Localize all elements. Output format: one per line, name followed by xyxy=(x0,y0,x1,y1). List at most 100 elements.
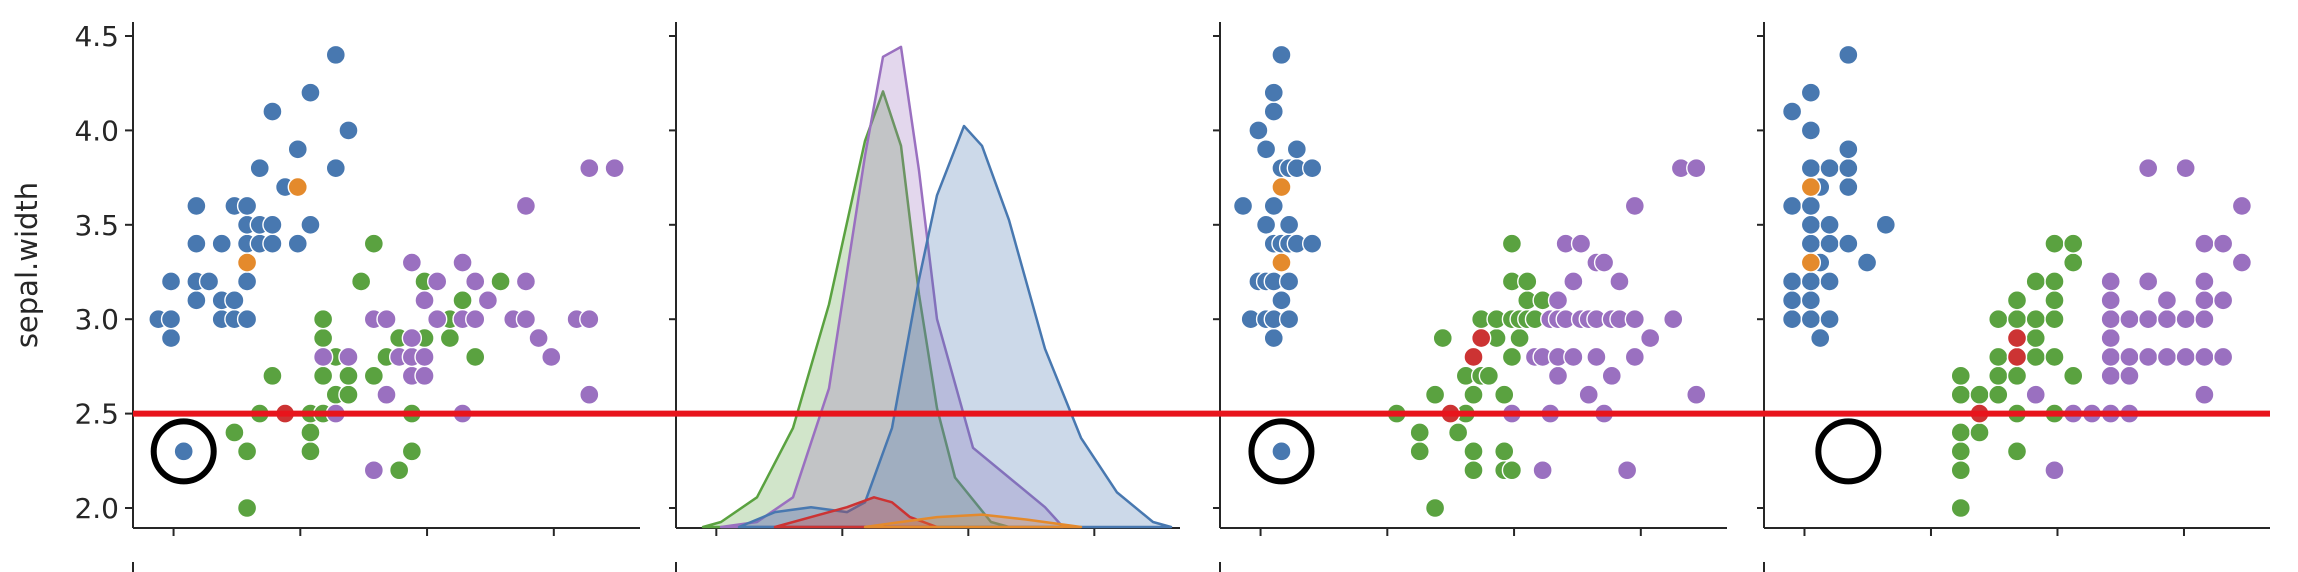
scatter-point-setosa xyxy=(1800,214,1822,236)
scatter-point-versicolor xyxy=(1950,384,1971,405)
panel-1 xyxy=(132,22,640,572)
y-tick-label: 2.5 xyxy=(74,398,119,431)
scatter-point-versicolor xyxy=(1501,460,1523,481)
scatter-point-versicolor xyxy=(1463,441,1484,462)
scatter-point-versicolor xyxy=(312,365,334,387)
scatter-point-versicolor xyxy=(1494,441,1515,462)
scatter-point-virginica xyxy=(414,290,435,311)
y-tick-label: 4.0 xyxy=(74,114,119,147)
kde-curve-orange xyxy=(863,513,1083,529)
scatter-point-setosa xyxy=(1286,139,1308,160)
scatter-point-setosa xyxy=(1819,309,1840,330)
scatter-point-virginica xyxy=(2194,233,2215,254)
scatter-point-setosa xyxy=(249,157,270,179)
scatter-point-setosa xyxy=(1838,157,1859,179)
scatter-point-virginica xyxy=(2194,271,2215,292)
y-tick-label: 2.0 xyxy=(74,492,119,525)
kde-curve-red xyxy=(773,496,939,529)
scatter-point-virginica xyxy=(2137,157,2159,179)
scatter-point-virginica xyxy=(1578,384,1599,405)
scatter-point-virginica xyxy=(2137,309,2159,330)
scatter-point-virginica xyxy=(2194,384,2215,405)
scatter-point-virginica xyxy=(1563,346,1584,368)
scatter-point-virginica xyxy=(477,290,499,311)
scatter-point-versicolor xyxy=(2044,271,2065,292)
scatter-point-setosa xyxy=(338,120,359,141)
scatter-point-versicolor xyxy=(1501,346,1523,368)
scatter-point-versicolor xyxy=(224,422,245,443)
scatter-point-virginica xyxy=(338,346,359,368)
scatter-point-setosa xyxy=(1838,176,1859,198)
scatter-point-virginica xyxy=(1563,271,1584,292)
scatter-point-setosa xyxy=(236,309,258,330)
scatter-point-virginica xyxy=(2119,365,2140,387)
scatter-point-setosa xyxy=(1819,214,1840,236)
scatter-point-virginica xyxy=(2100,290,2121,311)
scatter-point-setosa xyxy=(262,214,283,236)
scatter-point-setosa xyxy=(1781,271,1803,292)
scatter-point-setosa xyxy=(1278,214,1300,236)
scatter-point-setosa xyxy=(1301,157,1323,179)
scatter-point-versicolor xyxy=(2025,327,2046,349)
scatter-point-versicolor xyxy=(1969,422,1990,443)
scatter-point-versicolor xyxy=(1517,271,1538,292)
scatter-point-setosa xyxy=(160,309,182,330)
scatter-point-setosa xyxy=(1278,309,1300,330)
scatter-point-versicolor xyxy=(1988,346,2009,368)
scatter-point-virginica xyxy=(2156,309,2178,330)
y-tick-label: 3.0 xyxy=(74,303,119,336)
scatter-point-versicolor xyxy=(1969,384,1990,405)
scatter-point-setosa xyxy=(1875,214,1897,236)
scatter-point-versicolor xyxy=(1950,460,1971,481)
scatter-point-setosa xyxy=(1856,252,1878,273)
scatter-point-versicolor xyxy=(2044,233,2065,254)
scatter-point-virginica xyxy=(2175,346,2196,368)
scatter-point-versicolor xyxy=(1424,497,1446,519)
scatter-point-orange xyxy=(1271,176,1292,198)
scatter-point-setosa xyxy=(1800,82,1822,103)
scatter-point-versicolor xyxy=(2044,346,2065,368)
scatter-point-versicolor xyxy=(401,441,423,462)
scatter-point-setosa xyxy=(1810,327,1831,349)
scatter-point-virginica xyxy=(604,157,625,179)
scatter-point-setosa xyxy=(1271,290,1292,311)
scatter-point-setosa xyxy=(325,157,346,179)
scatter-point-virginica xyxy=(1639,327,1661,349)
scatter-point-setosa xyxy=(1232,195,1254,217)
scatter-point-setosa xyxy=(1781,101,1803,122)
scatter-point-red xyxy=(2006,346,2028,368)
scatter-point-virginica xyxy=(427,309,448,330)
scatter-point-versicolor xyxy=(1501,233,1523,254)
scatter-point-virginica xyxy=(2175,157,2196,179)
scatter-point-versicolor xyxy=(338,365,359,387)
scatter-point-setosa xyxy=(287,139,308,160)
scatter-point-virginica xyxy=(579,384,600,405)
scatter-point-virginica xyxy=(515,271,537,292)
scatter-point-virginica xyxy=(579,309,600,330)
scatter-point-setosa xyxy=(1800,309,1822,330)
scatter-point-virginica xyxy=(1586,346,1607,368)
scatter-point-virginica xyxy=(2231,252,2253,273)
scatter-point-setosa xyxy=(186,290,207,311)
scatter-point-versicolor xyxy=(262,365,283,387)
scatter-point-versicolor xyxy=(2006,309,2028,330)
scatter-point-virginica xyxy=(401,327,423,349)
scatter-point-virginica xyxy=(452,252,473,273)
scatter-point-setosa xyxy=(1800,120,1822,141)
scatter-point-versicolor xyxy=(1409,441,1430,462)
scatter-point-setosa xyxy=(1255,139,1277,160)
scatter-point-versicolor xyxy=(2025,271,2046,292)
scatter-point-setosa xyxy=(287,233,308,254)
scatter-point-virginica xyxy=(1609,271,1630,292)
scatter-point-virginica xyxy=(2194,309,2215,330)
scatter-point-virginica xyxy=(2137,346,2159,368)
scatter-point-versicolor xyxy=(1950,441,1971,462)
scatter-point-versicolor xyxy=(312,309,334,330)
scatter-point-versicolor xyxy=(1988,384,2009,405)
scatter-point-setosa xyxy=(325,44,346,66)
scatter-point-virginica xyxy=(579,157,600,179)
scatter-point-virginica xyxy=(528,327,549,349)
scatter-point-setosa xyxy=(1301,233,1323,254)
scatter-point-setosa xyxy=(1271,44,1292,66)
